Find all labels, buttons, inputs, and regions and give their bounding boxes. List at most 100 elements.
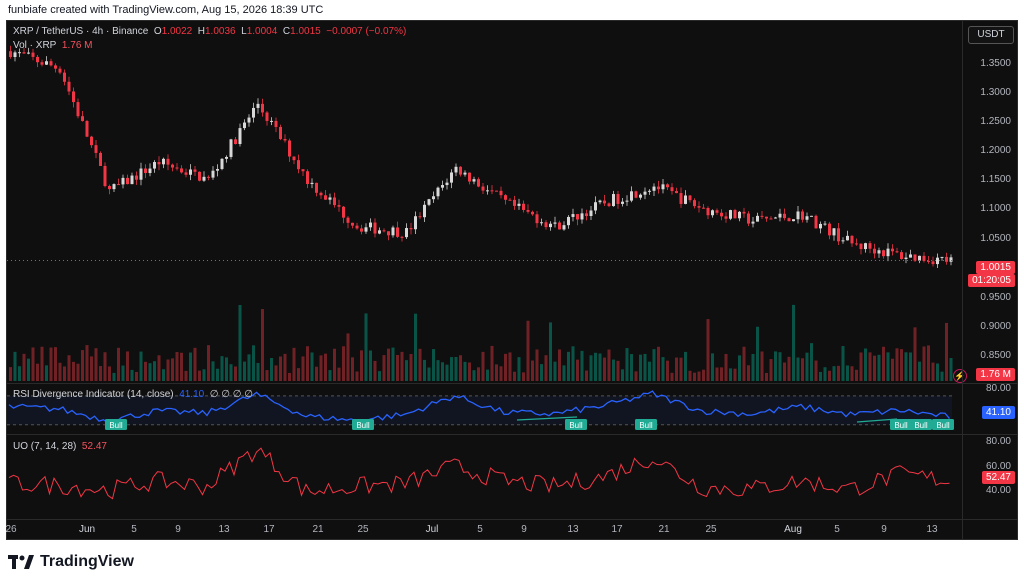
candle-body	[454, 166, 458, 173]
volume-bar	[49, 347, 53, 381]
volume-bar	[256, 362, 260, 381]
price-axis[interactable]: USDT 1.3500 1.3000 1.2500 1.2000 1.1500 …	[962, 21, 1019, 539]
candle-body	[909, 254, 912, 258]
candle-body	[126, 177, 129, 185]
volume-bar	[121, 365, 125, 381]
volume-bar	[774, 351, 777, 381]
time-tick: 13	[926, 524, 938, 535]
pane-separator-uo[interactable]	[7, 434, 1017, 435]
volume-bar	[180, 352, 183, 381]
candle-body	[553, 222, 557, 224]
candle-body	[315, 182, 318, 193]
volume-bar	[819, 371, 822, 381]
candle-body	[27, 52, 30, 54]
tradingview-brand[interactable]: TradingView	[8, 553, 134, 571]
candle-body	[823, 223, 827, 225]
candle-body	[108, 185, 111, 190]
volume-bar	[130, 369, 134, 381]
price-tick: 1.0500	[980, 233, 1011, 244]
chart-frame[interactable]: Bull Bull Bull Bull Bull Bull Bull XRP / Tethe…	[5, 20, 1019, 540]
volume-bar	[580, 350, 584, 381]
lightning-icon[interactable]: ⚡	[953, 369, 967, 383]
uo-value: 52.47	[81, 441, 107, 452]
volume-bar	[171, 358, 174, 381]
volume-bar	[103, 352, 107, 381]
bull-signal-label: Bull	[894, 421, 908, 430]
volume-bar	[706, 319, 710, 381]
candle-body	[675, 191, 678, 194]
candle-body	[252, 107, 255, 118]
volume-bar	[918, 361, 921, 381]
volume-bar	[157, 355, 161, 381]
volume-bar	[243, 361, 246, 381]
uo-title[interactable]: UO (7, 14, 28)	[13, 441, 77, 452]
volume-bar	[922, 346, 926, 381]
volume-bar	[724, 353, 728, 381]
volume-bar	[40, 346, 44, 381]
volume-label[interactable]: Vol · XRP	[13, 40, 57, 51]
candle-body	[702, 207, 705, 209]
volume-bar	[684, 351, 687, 381]
candle-body	[265, 112, 269, 121]
candle-body	[171, 164, 174, 168]
volume-bar	[621, 369, 624, 381]
currency-button[interactable]: USDT	[968, 26, 1014, 44]
volume-bar	[166, 359, 170, 381]
volume-bar	[670, 372, 674, 381]
candle-body	[738, 211, 741, 219]
candle-body	[202, 176, 206, 181]
volume-bar	[63, 366, 66, 381]
bull-signal-1	[105, 419, 127, 430]
volume-bar	[135, 371, 138, 381]
volume-bar	[315, 366, 318, 381]
candle-body	[450, 172, 453, 183]
candle-body	[589, 210, 593, 216]
candle-body	[292, 156, 296, 161]
candle-body	[319, 192, 323, 196]
volume-bar	[472, 370, 476, 381]
volume-bar	[139, 351, 143, 381]
candle-body	[45, 61, 48, 65]
rsi-title[interactable]: RSI Divergence Indicator (14, close)	[13, 389, 174, 400]
uo-tag: 52.47	[981, 471, 1015, 484]
candle-body	[801, 211, 804, 220]
candle-body	[490, 190, 494, 192]
candle-body	[162, 158, 165, 165]
candle-body	[157, 162, 161, 165]
candle-body	[369, 222, 372, 228]
candle-body	[711, 210, 714, 216]
volume-bar	[751, 354, 755, 381]
chart-plot[interactable]: Bull Bull Bull Bull Bull Bull Bull	[7, 21, 962, 539]
volume-bar	[292, 347, 296, 381]
tradingview-logo-icon	[8, 555, 34, 569]
rsi-tick: 80.00	[985, 383, 1011, 394]
uo-legend: UO (7, 14, 28) 52.47	[13, 441, 107, 452]
volume-bar	[720, 367, 723, 381]
volume-bar	[108, 366, 111, 381]
symbol-name[interactable]: XRP / TetherUS · 4h · Binance	[13, 26, 149, 37]
volume-bar	[702, 369, 705, 381]
candle-body	[54, 65, 57, 69]
volume-bar	[85, 345, 89, 381]
volume-bar	[396, 355, 399, 381]
candle-body	[949, 257, 953, 262]
volume-bar	[796, 357, 800, 381]
volume-bar	[949, 358, 953, 381]
candle-body	[679, 193, 683, 204]
candle-body	[517, 203, 521, 206]
candle-body	[184, 172, 188, 175]
candle-body	[544, 222, 548, 228]
volume-bar	[945, 322, 948, 381]
symbol-legend: XRP / TetherUS · 4h · Binance O1.0022 H1…	[13, 26, 407, 37]
candle-body	[90, 136, 93, 146]
price-tick: 1.2000	[980, 145, 1011, 156]
pane-separator-rsi[interactable]	[7, 383, 1017, 384]
candle-body	[256, 103, 260, 108]
candle-body	[432, 196, 435, 200]
candle-body	[697, 206, 701, 208]
candle-body	[180, 168, 183, 173]
volume-bar	[931, 362, 935, 381]
volume-bar	[940, 371, 944, 381]
candle-body	[58, 68, 62, 73]
candle-body	[652, 186, 656, 191]
